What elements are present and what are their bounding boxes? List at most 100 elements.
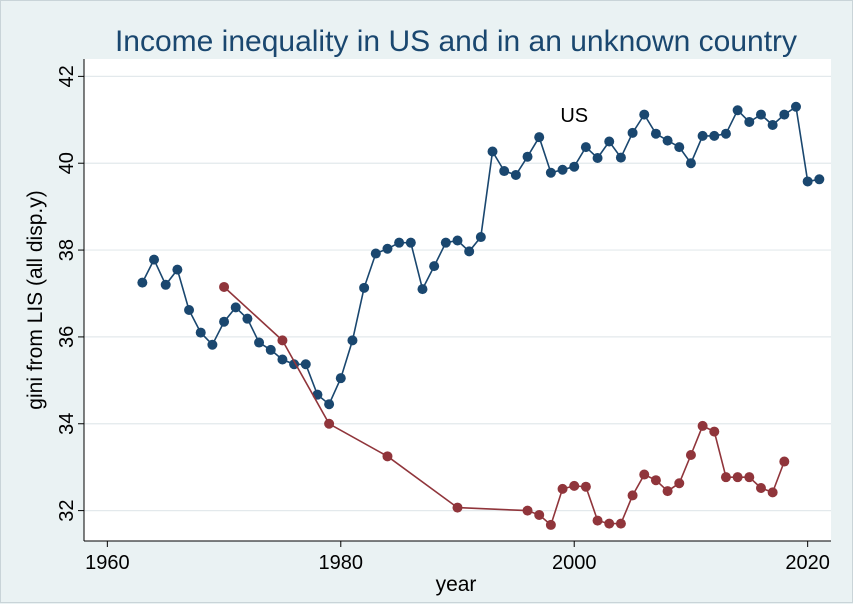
data-point-0-5 [195, 327, 206, 338]
data-point-0-31 [499, 166, 510, 177]
data-point-0-4 [184, 304, 195, 315]
data-point-0-35 [545, 167, 556, 178]
series-line-1 [223, 286, 786, 527]
data-point-0-32 [510, 169, 521, 180]
data-point-0-33 [522, 151, 533, 162]
x-tick-label-1: 1980 [319, 552, 364, 574]
data-point-1-18 [674, 478, 685, 489]
data-point-0-37 [569, 161, 580, 172]
data-point-1-11 [592, 515, 603, 526]
y-tick-label-1: 34 [56, 413, 78, 435]
data-point-0-43 [639, 109, 650, 120]
y-tick-label-5: 42 [56, 65, 78, 87]
data-point-0-34 [534, 132, 545, 143]
x-tick-label-2: 2000 [552, 552, 597, 574]
x-axis-label: year [436, 573, 477, 596]
data-point-0-29 [475, 232, 486, 243]
data-point-0-0 [137, 277, 148, 288]
data-point-0-27 [452, 235, 463, 246]
data-point-0-10 [254, 337, 265, 348]
data-point-1-6 [534, 509, 545, 520]
data-point-0-56 [790, 101, 801, 112]
data-point-0-44 [650, 128, 661, 139]
data-point-0-25 [429, 261, 440, 272]
data-point-0-8 [230, 302, 241, 313]
data-point-1-2 [324, 418, 335, 429]
data-point-1-1 [277, 335, 288, 346]
data-point-1-22 [720, 472, 731, 483]
data-point-1-21 [709, 426, 720, 437]
data-point-0-2 [160, 279, 171, 290]
data-point-0-40 [604, 136, 615, 147]
data-point-0-30 [487, 146, 498, 157]
data-point-1-5 [522, 505, 533, 516]
data-point-0-14 [300, 359, 311, 370]
data-point-1-7 [545, 519, 556, 530]
data-point-1-12 [604, 518, 615, 529]
data-point-0-23 [405, 237, 416, 248]
data-point-1-14 [627, 490, 638, 501]
data-point-0-16 [324, 399, 335, 410]
data-point-1-24 [744, 472, 755, 483]
series [137, 101, 825, 530]
annotation-0: US [560, 105, 588, 127]
data-point-0-38 [580, 142, 591, 153]
data-point-0-45 [662, 135, 673, 146]
data-point-0-12 [277, 354, 288, 365]
data-point-0-9 [242, 313, 253, 324]
data-point-1-25 [755, 483, 766, 494]
data-point-1-26 [767, 487, 778, 498]
data-point-0-24 [417, 284, 428, 295]
data-point-1-8 [557, 483, 568, 494]
x-tick-label-3: 2020 [785, 552, 830, 574]
data-point-0-7 [219, 316, 230, 327]
data-point-0-18 [347, 335, 358, 346]
data-point-1-16 [650, 475, 661, 486]
data-point-0-58 [814, 174, 825, 185]
data-point-0-11 [265, 344, 276, 355]
data-point-1-13 [615, 518, 626, 529]
y-tick-label-0: 32 [56, 499, 78, 521]
x-tick-label-0: 1960 [85, 552, 130, 574]
data-point-0-52 [744, 116, 755, 127]
data-point-0-39 [592, 153, 603, 164]
data-point-1-0 [219, 281, 230, 292]
plot-area [84, 59, 831, 541]
chart-title: Income inequality in US and in an unknow… [115, 25, 797, 58]
data-point-0-50 [720, 128, 731, 139]
data-point-0-42 [627, 127, 638, 138]
data-point-0-21 [382, 243, 393, 254]
data-point-1-15 [639, 469, 650, 480]
data-point-1-4 [452, 502, 463, 513]
data-point-0-48 [697, 130, 708, 141]
data-point-0-1 [149, 254, 160, 265]
series-1 [219, 281, 790, 530]
series-0 [137, 101, 825, 410]
data-point-0-17 [335, 373, 346, 384]
data-point-0-26 [440, 237, 451, 248]
data-point-0-6 [207, 339, 218, 350]
data-point-0-19 [359, 282, 370, 293]
data-point-1-23 [732, 472, 743, 483]
data-point-0-22 [394, 237, 405, 248]
data-point-1-3 [382, 451, 393, 462]
y-axis-label: gini from LIS (all disp.y) [24, 190, 47, 409]
data-point-1-9 [569, 480, 580, 491]
data-point-0-54 [767, 120, 778, 131]
data-point-1-19 [685, 450, 696, 461]
data-point-0-51 [732, 105, 743, 116]
data-point-1-27 [779, 456, 790, 467]
data-point-0-53 [755, 109, 766, 120]
data-point-0-28 [464, 246, 475, 257]
data-point-1-17 [662, 486, 673, 497]
gridlines [84, 75, 831, 512]
data-point-0-49 [709, 130, 720, 141]
axes: 32 34 36 38 40 42 1960 1980 2000 2020 [56, 59, 831, 574]
data-point-1-20 [697, 420, 708, 431]
y-tick-label-4: 40 [56, 152, 78, 174]
y-tick-label-2: 36 [56, 326, 78, 348]
data-point-0-3 [172, 264, 183, 275]
data-point-0-41 [615, 152, 626, 163]
